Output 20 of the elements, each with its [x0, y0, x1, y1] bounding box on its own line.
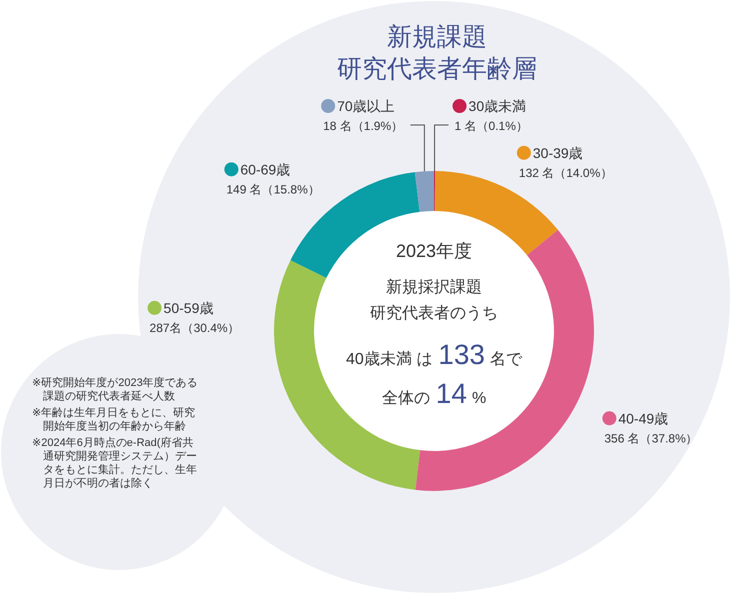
chart-subtitle: 研究代表者年齢層 — [337, 55, 537, 83]
text: ※年齢は生年月日をもとに、研究開始年度当初の年齢から年齢 — [32, 406, 196, 432]
legend-label: 60-69歳 — [240, 161, 290, 178]
donut-slice — [414, 171, 434, 212]
data-label: 1 名（0.1%） — [454, 119, 528, 133]
legend-label: 40-49歳 — [618, 410, 668, 426]
data-label: 132 名（14.0%） — [518, 166, 612, 180]
data-label: 18 名（1.9%） — [323, 119, 404, 133]
data-label: 356 名（37.8%） — [604, 431, 698, 446]
legend-label: 50-59歳 — [164, 300, 214, 316]
legend-label: 30-39歳 — [532, 144, 583, 161]
text: ※研究開始年度が2023年度である課題の研究代表者延べ人数 — [32, 376, 198, 402]
data-label: 287名（30.4%） — [150, 320, 240, 335]
text: ※2024年6月時点のe-Rad(府省共通研究開発管理システム）データをもとに集計。ただし、生年月日が不明の者は除く — [32, 436, 197, 490]
legend-label: 70歳以上 — [337, 98, 395, 114]
chart-title: 新規課題 — [387, 23, 487, 51]
text: 2023年度 — [396, 241, 472, 261]
data-label: 149 名（15.8%） — [226, 182, 320, 196]
legend-label: 30歳未満 — [468, 98, 526, 114]
text: 新規採択課題研究代表者のうち — [370, 278, 498, 322]
